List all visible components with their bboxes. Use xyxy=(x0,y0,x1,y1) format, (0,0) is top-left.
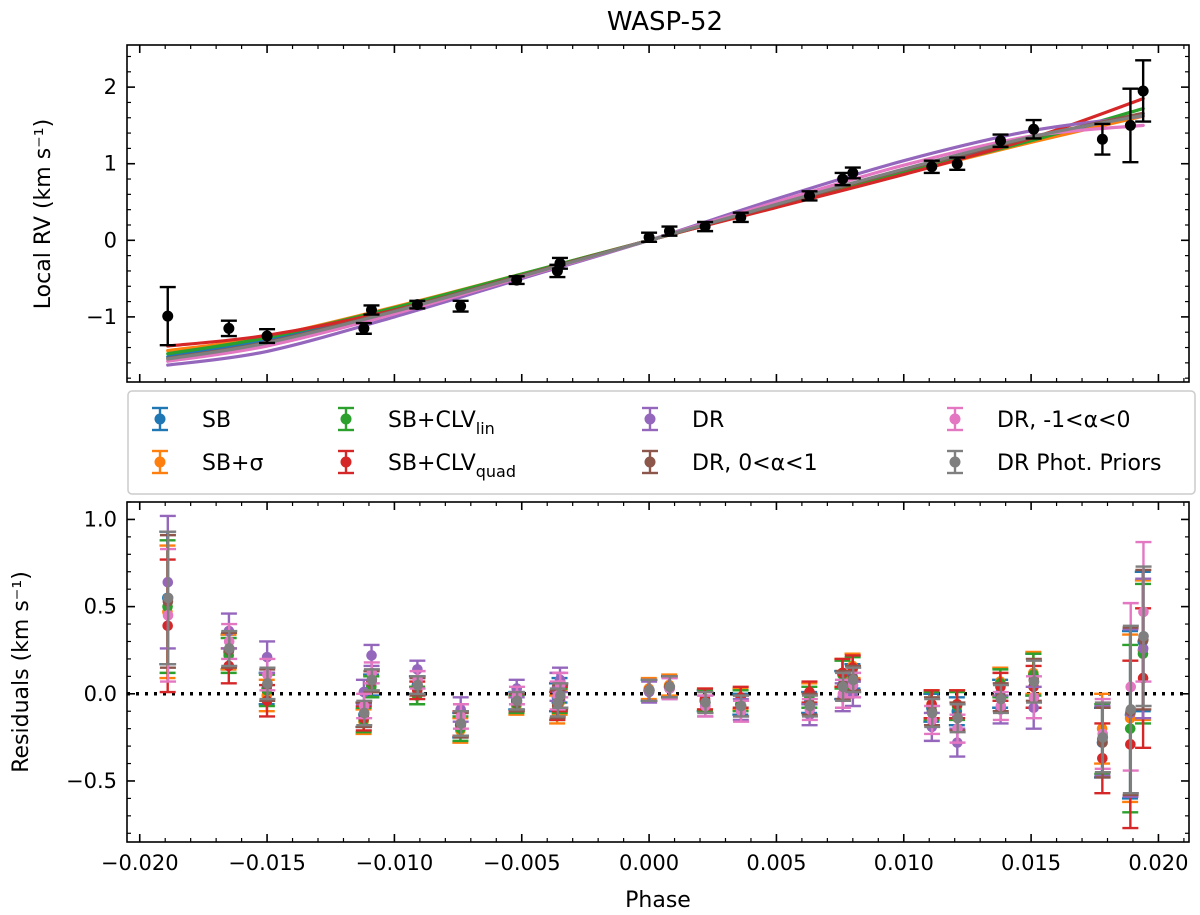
observed-points xyxy=(159,59,1152,347)
x-tick-label: 0.020 xyxy=(1128,851,1188,875)
legend-label: SB xyxy=(202,408,231,433)
observed-point xyxy=(1094,122,1111,156)
observed-point xyxy=(159,285,176,347)
residual-point xyxy=(259,666,276,701)
x-tick-label: −0.020 xyxy=(101,851,179,875)
x-tick-label: −0.005 xyxy=(483,851,561,875)
legend-item: SB xyxy=(152,406,231,433)
residual-axes: −0.020 −0.015 −0.010 −0.005 0.000 0.005 0.010 0… xyxy=(66,501,1189,875)
chart-title: WASP-52 xyxy=(607,7,723,37)
observed-point xyxy=(949,156,966,172)
observed-point xyxy=(452,299,469,313)
observed-point xyxy=(1122,87,1139,164)
observed-point xyxy=(923,159,940,175)
y-tick-label: 0.5 xyxy=(84,595,117,619)
residual-point xyxy=(1094,701,1111,774)
y-tick-label: 2 xyxy=(104,75,117,99)
legend-label: DR xyxy=(692,408,724,433)
observed-point xyxy=(732,211,749,224)
x-tick-label: 0.015 xyxy=(1001,851,1061,875)
residual-points xyxy=(159,514,1152,830)
residual-point xyxy=(1026,659,1043,704)
observed-point xyxy=(220,319,237,338)
residual-series-8 xyxy=(160,530,1152,795)
legend-item: DR, 0<α<1 xyxy=(642,449,818,476)
observed-point xyxy=(508,274,525,286)
y-tick-label: 1 xyxy=(104,152,117,176)
legend-item: SB+σ xyxy=(152,449,263,476)
x-tick-label: 0.000 xyxy=(619,851,679,875)
y-tick-label: 0.0 xyxy=(84,682,117,706)
residual-point xyxy=(845,666,862,694)
observed-point xyxy=(355,321,372,335)
observed-point xyxy=(551,256,568,270)
observed-point xyxy=(409,299,426,311)
residual-series-1 xyxy=(159,530,1151,800)
observed-point xyxy=(1025,118,1042,140)
residual-point xyxy=(356,699,373,727)
observed-point xyxy=(801,190,818,202)
residual-point xyxy=(363,668,380,692)
observed-point xyxy=(697,220,714,233)
legend-label: DR Phot. Priors xyxy=(997,451,1162,476)
residual-point xyxy=(221,629,238,668)
observed-point xyxy=(259,327,276,345)
rv-panel: −1 0 1 2 Local RV (km s⁻¹) xyxy=(31,44,1190,383)
rv-axes: −1 0 1 2 xyxy=(86,45,1189,382)
residual-point xyxy=(641,678,658,702)
residual-point xyxy=(453,710,470,737)
residual-point xyxy=(949,703,966,734)
observed-point xyxy=(992,133,1009,149)
y-tick-label: −0.5 xyxy=(66,769,117,793)
x-tick-label: −0.015 xyxy=(228,851,306,875)
observed-point xyxy=(661,225,678,237)
residual-point xyxy=(992,683,1009,715)
legend-label: DR, -1<α<0 xyxy=(997,408,1131,433)
x-tick-label: −0.010 xyxy=(356,851,434,875)
residuals-panel: −0.020 −0.015 −0.010 −0.005 0.000 0.005 0.010 0… xyxy=(9,501,1190,913)
y-tick-label: 0 xyxy=(104,228,117,252)
observed-point xyxy=(844,166,861,180)
residual-point xyxy=(509,690,526,711)
residual-point xyxy=(409,675,426,695)
legend-item: DR xyxy=(642,406,724,433)
legend-label: DR, 0<α<1 xyxy=(692,451,818,476)
residual-point xyxy=(661,675,678,699)
x-tick-label: 0.005 xyxy=(746,851,806,875)
residual-point xyxy=(835,671,852,702)
legend-label: SB+σ xyxy=(202,451,263,476)
observed-point xyxy=(641,231,658,244)
residual-point xyxy=(733,694,750,718)
residual-point xyxy=(697,690,714,715)
y-tick-label: 1.0 xyxy=(84,507,117,531)
residual-point xyxy=(552,682,569,709)
residual-point xyxy=(1122,624,1139,795)
residual-point xyxy=(801,694,818,718)
residual-point xyxy=(924,697,941,729)
y-tick-label: −1 xyxy=(86,305,117,329)
residual-series-3 xyxy=(159,539,1151,814)
observed-point xyxy=(363,304,380,316)
legend-item: DR, -1<α<0 xyxy=(947,406,1131,433)
x-axis-label: Phase xyxy=(625,888,691,913)
legend-item: DR Phot. Priors xyxy=(947,449,1162,476)
legend-frame xyxy=(127,390,1196,495)
residual-point xyxy=(1135,565,1152,708)
observed-point xyxy=(1135,59,1152,123)
residual-point xyxy=(160,530,177,666)
residual-series-6 xyxy=(159,533,1152,797)
residual-series-5 xyxy=(159,514,1152,798)
residual-series-7 xyxy=(160,540,1152,772)
rv-panel-frame xyxy=(126,44,1190,383)
x-tick-label: 0.010 xyxy=(874,851,934,875)
residuals-y-axis-label: Residuals (km s⁻¹) xyxy=(9,571,34,773)
rv-y-axis-label: Local RV (km s⁻¹) xyxy=(31,119,56,309)
residuals-panel-frame xyxy=(126,501,1190,843)
